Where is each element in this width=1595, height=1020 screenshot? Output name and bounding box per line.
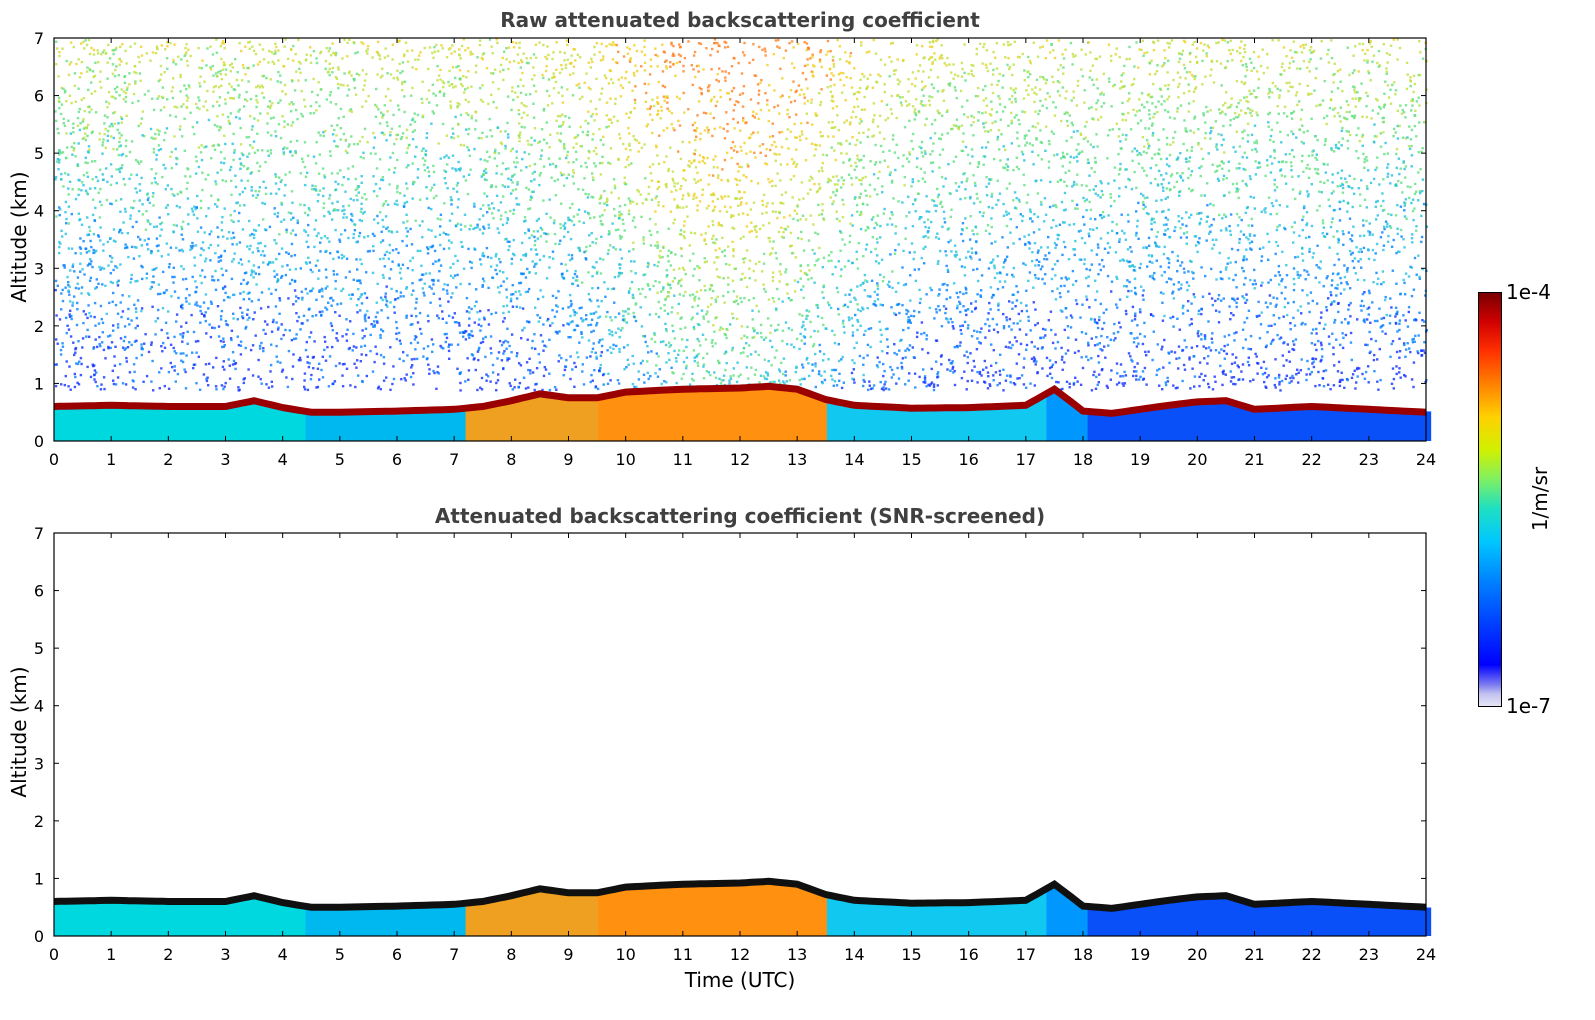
panel1-ytick-label: 7 bbox=[34, 29, 44, 48]
panel2-xtick-label: 4 bbox=[278, 945, 288, 964]
panel2-xtick-label: 24 bbox=[1416, 945, 1436, 964]
panel1-xtick-label: 14 bbox=[844, 450, 864, 469]
panel1-ytick-label: 6 bbox=[34, 87, 44, 106]
panel2-ytick-label: 1 bbox=[34, 869, 44, 888]
panel1-xtick-label: 20 bbox=[1187, 450, 1207, 469]
colorbar bbox=[1478, 292, 1502, 707]
panel2-xtick-label: 8 bbox=[506, 945, 516, 964]
panel1-xtick-label: 23 bbox=[1359, 450, 1379, 469]
panel1-xtick-label: 15 bbox=[901, 450, 921, 469]
panel2-title: Attenuated backscattering coefficient (S… bbox=[54, 504, 1426, 528]
panel1-ytick-label: 0 bbox=[34, 432, 44, 451]
panel1-xtick-label: 3 bbox=[220, 450, 230, 469]
panel2-xtick-label: 6 bbox=[392, 945, 402, 964]
panel2-xtick-label: 1 bbox=[106, 945, 116, 964]
panel1-xtick-label: 1 bbox=[106, 450, 116, 469]
panel2-xtick-label: 18 bbox=[1073, 945, 1093, 964]
panel2-xtick-label: 16 bbox=[958, 945, 978, 964]
panel1-plot bbox=[54, 38, 1431, 441]
panel2-plot bbox=[54, 880, 1431, 936]
panel2-xtick-label: 22 bbox=[1301, 945, 1321, 964]
panel2-ytick-label: 6 bbox=[34, 582, 44, 601]
panel2-xtick-label: 5 bbox=[335, 945, 345, 964]
panel1-xtick-label: 17 bbox=[1016, 450, 1036, 469]
panel1-xtick-label: 0 bbox=[49, 450, 59, 469]
panel1-xtick-label: 4 bbox=[278, 450, 288, 469]
panel2-xtick-label: 15 bbox=[901, 945, 921, 964]
panel1-xtick-label: 24 bbox=[1416, 450, 1436, 469]
panel2-xtick-label: 2 bbox=[163, 945, 173, 964]
panel2-xtick-label: 17 bbox=[1016, 945, 1036, 964]
panel2-xtick-label: 21 bbox=[1244, 945, 1264, 964]
panel1-ytick-label: 5 bbox=[34, 144, 44, 163]
panel1-xtick-label: 8 bbox=[506, 450, 516, 469]
panel1-xtick-label: 9 bbox=[563, 450, 573, 469]
panel1-xtick-label: 18 bbox=[1073, 450, 1093, 469]
panel2-xtick-label: 0 bbox=[49, 945, 59, 964]
panel2-xtick-label: 10 bbox=[615, 945, 635, 964]
panel2-ytick-label: 0 bbox=[34, 927, 44, 946]
panel1-xtick-label: 13 bbox=[787, 450, 807, 469]
panel2-xtick-label: 23 bbox=[1359, 945, 1379, 964]
panel1-xtick-label: 2 bbox=[163, 450, 173, 469]
panel1-xtick-label: 22 bbox=[1301, 450, 1321, 469]
panel2-xtick-label: 11 bbox=[673, 945, 693, 964]
panel1-xtick-label: 7 bbox=[449, 450, 459, 469]
panel1-xtick-label: 6 bbox=[392, 450, 402, 469]
panel2-ytick-label: 2 bbox=[34, 812, 44, 831]
panel2-xtick-label: 9 bbox=[563, 945, 573, 964]
panel2-ytick-label: 7 bbox=[34, 524, 44, 543]
panel2-xtick-label: 14 bbox=[844, 945, 864, 964]
panel1-xtick-label: 19 bbox=[1130, 450, 1150, 469]
panel2-ytick-label: 4 bbox=[34, 697, 44, 716]
panel1-ytick-label: 2 bbox=[34, 317, 44, 336]
panel1-ytick-label: 1 bbox=[34, 374, 44, 393]
panel1-xtick-label: 16 bbox=[958, 450, 978, 469]
panel1-xtick-label: 21 bbox=[1244, 450, 1264, 469]
panel2-xtick-label: 3 bbox=[220, 945, 230, 964]
panel2-xtick-label: 20 bbox=[1187, 945, 1207, 964]
panel2-ytick-label: 5 bbox=[34, 639, 44, 658]
panel1-xtick-label: 5 bbox=[335, 450, 345, 469]
panel2-frame bbox=[54, 533, 1426, 936]
colorbar-min-label: 1e-7 bbox=[1506, 694, 1551, 718]
panel2-xtick-label: 12 bbox=[730, 945, 750, 964]
colorbar-max-label: 1e-4 bbox=[1506, 280, 1551, 304]
panel2-xtick-label: 13 bbox=[787, 945, 807, 964]
panel2-xtick-label: 7 bbox=[449, 945, 459, 964]
panel1-xtick-label: 11 bbox=[673, 450, 693, 469]
panel1-xtick-label: 10 bbox=[615, 450, 635, 469]
panel2-xtick-label: 19 bbox=[1130, 945, 1150, 964]
panel1-ytick-label: 3 bbox=[34, 259, 44, 278]
panel2-xlabel: Time (UTC) bbox=[640, 968, 840, 992]
panel1-ytick-label: 4 bbox=[34, 202, 44, 221]
panel2-ytick-label: 3 bbox=[34, 754, 44, 773]
panel2-ylabel: Altitude (km) bbox=[7, 662, 31, 802]
panel1-xtick-label: 12 bbox=[730, 450, 750, 469]
colorbar-unit-label: 1/m/sr bbox=[1528, 459, 1552, 539]
